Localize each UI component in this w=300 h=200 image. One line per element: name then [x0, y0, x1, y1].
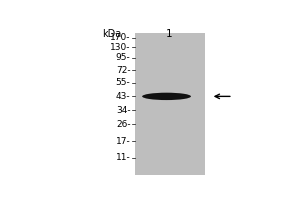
Text: 17-: 17- — [116, 137, 130, 146]
Text: 11-: 11- — [116, 153, 130, 162]
Text: 34-: 34- — [116, 106, 130, 115]
Text: 95-: 95- — [116, 53, 130, 62]
Ellipse shape — [142, 93, 191, 100]
Text: 43-: 43- — [116, 92, 130, 101]
Text: 130-: 130- — [110, 43, 130, 52]
Text: 55-: 55- — [116, 78, 130, 87]
Text: 72-: 72- — [116, 66, 130, 75]
Bar — [135, 33, 205, 175]
Text: 26-: 26- — [116, 120, 130, 129]
Text: kDa: kDa — [102, 29, 121, 39]
Text: 1: 1 — [166, 29, 172, 39]
Text: 170-: 170- — [110, 33, 130, 42]
